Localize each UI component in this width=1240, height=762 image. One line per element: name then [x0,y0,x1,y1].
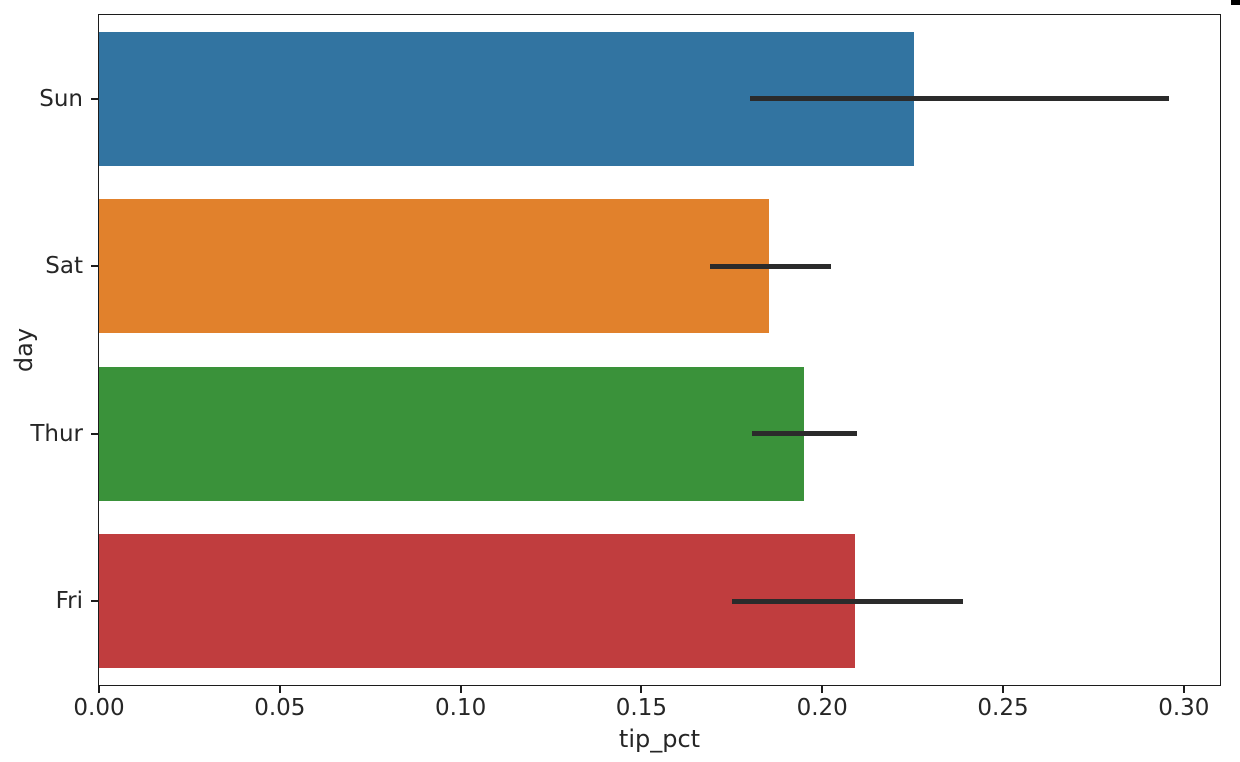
x-tick-0.20 [821,685,824,693]
x-tick-0.05 [278,685,281,693]
error-bar-thur [751,431,857,437]
error-bar-sat [710,263,832,269]
error-bar-sun [749,96,1170,102]
x-tick-0.00 [98,685,100,693]
y-tick-fri [91,600,99,603]
y-tick-label-sun: Sun [39,85,83,112]
y-axis-label: day [10,327,38,373]
x-tick-label-0.10: 0.10 [435,695,487,721]
x-tick-0.15 [640,685,643,693]
x-tick-label-0.25: 0.25 [977,695,1029,721]
y-tick-label-sat: Sat [45,253,83,280]
error-bar-fri [731,598,964,604]
y-tick-sun [91,97,99,100]
x-tick-0.30 [1182,685,1185,693]
x-tick-label-0.15: 0.15 [615,695,668,721]
bar-thur [99,366,805,501]
screen-artifact [1231,0,1240,5]
axes: Sun Sat Thur Fri 0.00 0.05 0.10 0.15 0.2… [30,14,1221,721]
x-tick-label-0.05: 0.05 [254,695,306,721]
x-tick-label-0.20: 0.20 [796,695,848,721]
x-axis-label: tip_pct [618,725,701,753]
x-tick-0.25 [1002,685,1005,693]
x-tick-0.10 [459,685,462,693]
x-tick-label-0.30: 0.30 [1158,695,1210,721]
y-tick-sat [91,265,99,268]
bar-fri [99,534,855,669]
x-tick-label-0.00: 0.00 [73,695,125,721]
y-tick-thur [91,432,99,435]
bar-sat [99,199,770,334]
y-tick-label-thur: Thur [30,420,83,447]
y-tick-label-fri: Fri [55,588,83,615]
